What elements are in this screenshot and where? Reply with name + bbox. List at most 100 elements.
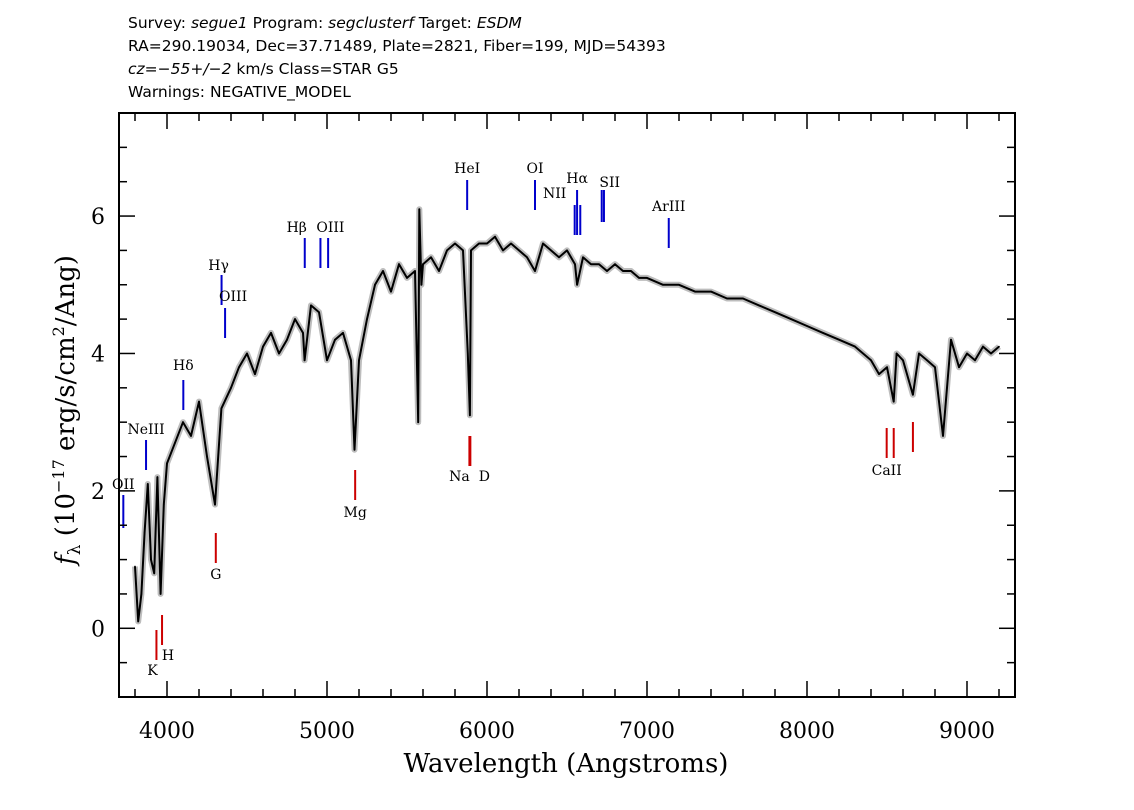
cz-label: cz= — [128, 60, 158, 78]
data-point — [662, 283, 664, 286]
data-point — [470, 249, 472, 252]
data-point — [742, 297, 744, 300]
error-band-layer — [132, 206, 1001, 625]
data-point — [918, 352, 920, 355]
program-value: segclusterf — [328, 14, 414, 32]
data-point — [678, 283, 680, 286]
data-point — [790, 318, 792, 320]
data-point — [582, 256, 584, 259]
data-point — [598, 263, 600, 265]
data-point — [958, 366, 960, 369]
y-tick-label: 2 — [91, 480, 105, 505]
data-point — [542, 242, 544, 245]
x-tick-label: 5000 — [299, 719, 355, 744]
survey-label: Survey: — [128, 14, 187, 32]
data-point — [854, 345, 856, 348]
data-point — [774, 311, 776, 314]
x-axis-label: Wavelength (Angstroms) — [404, 749, 729, 779]
data-point — [576, 283, 578, 286]
cz-value: −55+/−2 — [157, 60, 232, 78]
spectral-line-label: H — [162, 648, 174, 664]
data-point — [982, 345, 984, 348]
data-point — [366, 318, 368, 320]
data-point — [494, 235, 496, 238]
data-point — [912, 393, 914, 396]
spectral-line-label: OI — [526, 161, 543, 177]
spectral-line-label: NeIII — [127, 422, 164, 438]
spectral-line-label: Hβ — [287, 220, 307, 236]
data-point — [622, 270, 624, 272]
plot-frame — [118, 112, 1016, 698]
data-point — [286, 338, 288, 341]
data-point — [646, 277, 648, 279]
data-point — [159, 593, 162, 595]
data-point — [334, 338, 336, 341]
data-point — [238, 366, 240, 369]
target-value: ESDM — [476, 14, 522, 32]
data-point — [262, 345, 264, 348]
axis-ticks-layer — [119, 113, 1015, 697]
spectral-line-label: SII — [599, 175, 620, 191]
data-point — [990, 352, 992, 355]
spectral-line-label: K — [147, 663, 158, 679]
data-point — [303, 359, 306, 362]
data-point — [878, 373, 880, 375]
data-point — [134, 565, 136, 568]
data-point — [590, 263, 592, 265]
data-point — [966, 352, 968, 355]
data-point — [870, 359, 872, 362]
header-line-3: cz=−55+/−2 km/s Class=STAR G5 — [128, 58, 1028, 81]
data-point — [726, 297, 728, 300]
spectral-line-label: Na — [449, 469, 470, 485]
x-tick-label: 6000 — [459, 719, 515, 744]
data-point — [638, 277, 640, 279]
data-point — [318, 311, 320, 314]
data-point — [153, 572, 155, 575]
data-point — [526, 256, 528, 259]
data-point — [934, 366, 936, 369]
data-point — [430, 256, 432, 259]
data-point — [630, 270, 632, 272]
spectral-line-label: D — [479, 469, 490, 485]
data-point — [806, 325, 808, 327]
header-line-2: RA=290.19034, Dec=37.71489, Plate=2821, … — [128, 37, 666, 55]
data-point — [942, 435, 944, 437]
data-point — [902, 359, 904, 362]
data-point — [156, 476, 159, 478]
data-point — [294, 318, 296, 320]
spectral-line-label: HeI — [454, 161, 480, 177]
data-point — [422, 263, 424, 265]
data-point — [974, 359, 976, 362]
data-point — [374, 283, 376, 286]
error-band — [132, 206, 1001, 625]
cz-rest: km/s Class=STAR G5 — [231, 60, 399, 78]
data-point — [190, 435, 192, 437]
data-point — [406, 277, 408, 279]
data-point — [606, 270, 608, 272]
x-tick-label: 7000 — [619, 719, 675, 744]
data-point — [438, 270, 440, 272]
spectrum-header: Survey: segue1 Program: segclusterf Targ… — [128, 12, 1028, 104]
data-point — [342, 332, 344, 334]
data-point — [254, 373, 256, 375]
data-point — [446, 249, 448, 252]
data-point — [163, 503, 165, 506]
data-point — [140, 593, 143, 595]
data-point — [478, 242, 480, 245]
data-point — [398, 263, 400, 265]
y-tick-label: 0 — [91, 617, 105, 642]
spectrum-line — [134, 208, 1000, 623]
spectral-line-label: OII — [112, 477, 135, 493]
data-point — [166, 462, 168, 465]
data-point — [358, 359, 360, 362]
target-label: Target: — [418, 14, 472, 32]
data-point — [350, 359, 352, 362]
data-point — [950, 338, 952, 341]
data-point — [502, 249, 504, 252]
data-point — [822, 332, 824, 334]
data-point — [574, 263, 576, 265]
data-point — [518, 249, 520, 252]
spectral-line-label: Mg — [344, 505, 367, 521]
data-point — [278, 352, 280, 355]
